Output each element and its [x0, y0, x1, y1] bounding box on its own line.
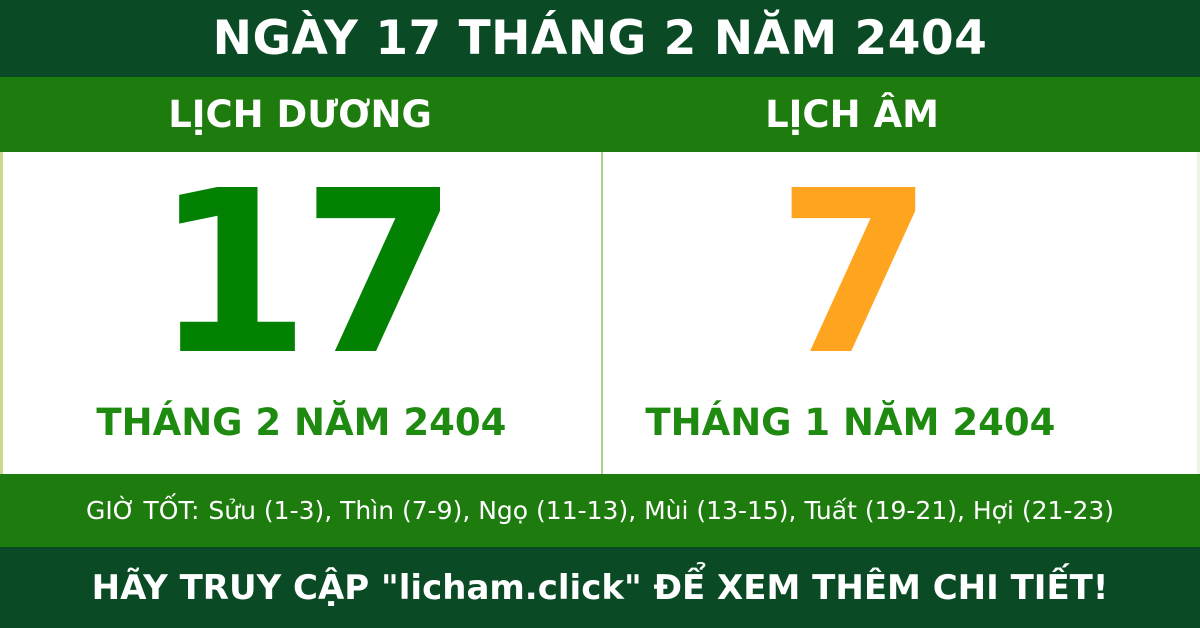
header-bar: NGÀY 17 THÁNG 2 NĂM 2404	[0, 0, 1200, 77]
lunar-date-column: 7 THÁNG 1 NĂM 2404	[600, 152, 1197, 474]
good-hours-bar: GIỜ TỐT: Sửu (1-3), Thìn (7-9), Ngọ (11-…	[0, 474, 1200, 547]
lunar-day-number: 7	[776, 143, 934, 405]
good-hours-list: Sửu (1-3), Thìn (7-9), Ngọ (11-13), Mùi …	[208, 496, 1115, 525]
calendar-type-bar: LỊCH DƯƠNG LỊCH ÂM	[0, 77, 1200, 152]
page-title: NGÀY 17 THÁNG 2 NĂM 2404	[212, 11, 988, 66]
lunar-month-year: THÁNG 1 NĂM 2404	[645, 401, 1056, 444]
solar-calendar-label: LỊCH DƯƠNG	[168, 93, 432, 136]
column-divider	[601, 152, 603, 474]
solar-calendar-header: LỊCH DƯƠNG	[0, 77, 600, 152]
date-panel: 17 THÁNG 2 NĂM 2404 7 THÁNG 1 NĂM 2404	[0, 152, 1200, 474]
solar-date-column: 17 THÁNG 2 NĂM 2404	[3, 152, 600, 474]
footer-text: HÃY TRUY CẬP "licham.click" ĐỂ XEM THÊM …	[91, 567, 1109, 608]
lunar-calendar-label: LỊCH ÂM	[765, 93, 939, 136]
solar-day-number: 17	[153, 143, 458, 405]
good-hours-label: GIỜ TỐT:	[85, 496, 200, 525]
footer-bar: HÃY TRUY CẬP "licham.click" ĐỂ XEM THÊM …	[0, 547, 1200, 628]
lunar-calendar-header: LỊCH ÂM	[600, 77, 1200, 152]
solar-month-year: THÁNG 2 NĂM 2404	[96, 401, 507, 444]
